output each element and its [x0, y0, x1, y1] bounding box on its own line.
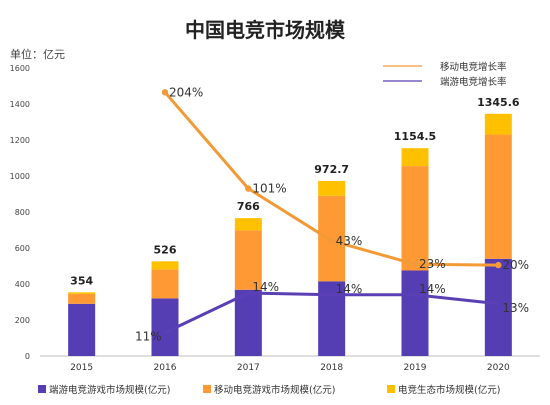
- growth-rate-label: 23%: [419, 257, 446, 271]
- bar-segment-3: [484, 113, 512, 135]
- y-tick-label: 0: [25, 352, 30, 361]
- bar-legend-label: 移动电竞游戏市场规模(亿元): [214, 384, 335, 396]
- bar-segment-1: [234, 289, 262, 356]
- x-tick-label: 2019: [404, 363, 427, 373]
- axis-layer: 0 200 400 600 800 1000 1200 1400 1600 2015 2016 201…: [10, 64, 540, 373]
- bar-segment-1: [484, 258, 512, 356]
- growth-rate-label: 11%: [135, 330, 162, 344]
- growth-rate-label: 43%: [336, 234, 363, 248]
- line-legend-label: 端游电竞增长率: [440, 76, 507, 88]
- bar-legend-swatch: [387, 385, 395, 393]
- bar-segment-3: [151, 261, 179, 270]
- growth-point: [411, 261, 419, 268]
- growth-rate-label: 14%: [252, 280, 279, 294]
- unit-label: 单位：亿元: [10, 47, 65, 61]
- x-tick-label: 2018: [320, 363, 343, 373]
- y-tick-label: 1400: [10, 100, 30, 109]
- bar-layer: [68, 113, 512, 356]
- line-legend-label: 移动电竞增长率: [440, 61, 507, 73]
- line-layer: 204% 101% 43% 23% 20% 11% 14% 14% 14% 13%: [135, 85, 529, 343]
- growth-rate-label: 14%: [336, 282, 363, 296]
- bar-segment-3: [234, 218, 262, 231]
- y-tick-label: 800: [15, 208, 30, 217]
- bar-total-label: 1345.6: [477, 96, 520, 109]
- bar-segment-3: [401, 148, 429, 167]
- growth-rate-label: 101%: [252, 182, 286, 196]
- y-tick-label: 1600: [10, 64, 30, 73]
- bar-total-label: 766: [237, 200, 260, 213]
- growth-rate-label: 14%: [419, 282, 446, 296]
- growth-rate-label: 13%: [502, 301, 529, 315]
- bar-legend-label: 电竞生态市场规模(亿元): [398, 384, 500, 396]
- bar-segment-2: [401, 166, 429, 271]
- bar-segment-3: [68, 292, 96, 294]
- bar-total-label: 354: [70, 274, 93, 287]
- chart-title: 中国电竞市场规模: [185, 18, 346, 42]
- bar-segment-1: [68, 303, 96, 356]
- bar-legend-swatch: [38, 385, 46, 393]
- x-tick-label: 2015: [70, 363, 93, 373]
- x-tick-label: 2017: [237, 363, 260, 373]
- y-tick-label: 600: [15, 244, 30, 253]
- y-tick-label: 200: [15, 316, 30, 325]
- bar-segment-3: [318, 180, 346, 196]
- bar-total-label: 972.7: [314, 163, 349, 176]
- bar-legend-label: 端游电竞游戏市场规模(亿元): [49, 384, 170, 396]
- bar-segment-1: [401, 270, 429, 356]
- growth-line-2: [164, 291, 499, 334]
- growth-rate-label: 20%: [502, 258, 529, 272]
- bar-total-label: 1154.5: [394, 130, 436, 143]
- bar-segment-2: [484, 134, 512, 259]
- y-tick-label: 400: [15, 280, 30, 289]
- growth-point: [245, 185, 252, 192]
- bar-legend-swatch: [203, 385, 211, 393]
- growth-point: [495, 261, 502, 269]
- bar-legend: 端游电竞游戏市场规模(亿元) 移动电竞游戏市场规模(亿元) 电竞生态市场规模(亿元): [38, 384, 500, 396]
- total-label-layer: 354 526 766 972.7 1154.5 1345.6: [70, 96, 520, 287]
- growth-point: [161, 89, 169, 96]
- growth-point: [328, 237, 335, 244]
- bar-total-label: 526: [154, 243, 177, 256]
- x-tick-label: 2016: [154, 363, 177, 373]
- bar-segment-2: [151, 269, 179, 299]
- x-tick-label: 2020: [487, 363, 510, 373]
- bar-segment-2: [68, 293, 96, 304]
- y-tick-label: 1000: [10, 172, 30, 181]
- y-tick-label: 1200: [10, 136, 30, 145]
- growth-rate-label: 204%: [169, 85, 203, 99]
- bar-segment-2: [234, 230, 262, 290]
